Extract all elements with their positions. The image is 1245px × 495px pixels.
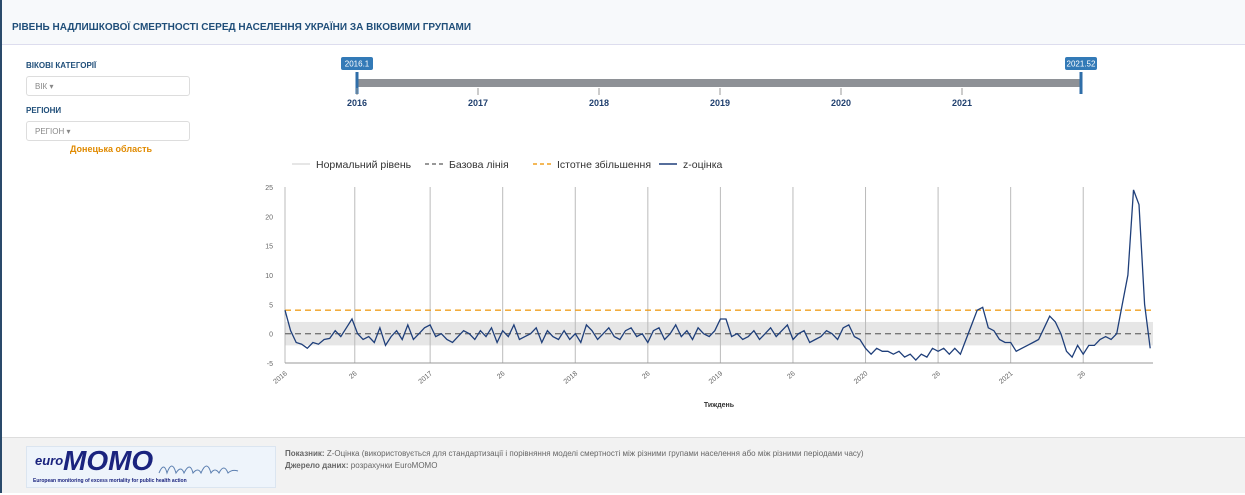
slider-year: 2017 xyxy=(468,98,488,108)
region-selected: Донецька область xyxy=(70,144,153,154)
region-select[interactable]: РЕГІОН ▾ xyxy=(26,121,190,141)
source-label: Джерело даних: xyxy=(285,461,349,470)
source-text: розрахунки EuroMOMO xyxy=(350,461,438,470)
x-tick-label: 2021 xyxy=(998,370,1015,385)
indicator-label: Показник: xyxy=(285,449,325,458)
legend-label: Базова лінія xyxy=(449,159,509,171)
region-label: РЕГІОНИ xyxy=(26,106,62,115)
slider-year: 2020 xyxy=(831,98,851,108)
x-tick-label: 2019 xyxy=(708,370,725,385)
age-select[interactable]: ВІК ▾ xyxy=(26,76,190,96)
logo: euro MOMO European monitoring of excess … xyxy=(26,445,276,488)
x-tick-label: 26 xyxy=(786,370,797,380)
slider-year: 2021 xyxy=(952,98,972,108)
indicator: Показник: Z-Оцінка (використовується для… xyxy=(285,449,864,458)
chart: 2016.1 2021.52 2016 2017 2018 2019 2020 2021 -5 0… xyxy=(265,57,1153,409)
x-tick-label: 2017 xyxy=(418,370,435,385)
z-score-line xyxy=(284,189,1151,362)
x-tick-label: 2016 xyxy=(272,370,289,385)
y-tick-label: 0 xyxy=(269,332,273,339)
x-tick-label: 26 xyxy=(641,370,652,380)
slider-track xyxy=(357,79,1081,87)
slider-year: 2018 xyxy=(589,98,609,108)
x-tick-label: 26 xyxy=(1077,370,1088,380)
y-tick-label: -5 xyxy=(267,361,273,368)
age-label: ВІКОВІ КАТЕГОРІЇ xyxy=(26,61,97,70)
x-tick-label: 2018 xyxy=(563,370,580,385)
slider-year: 2016 xyxy=(347,98,367,108)
y-tick-label: 25 xyxy=(265,185,273,192)
x-tick-label: 26 xyxy=(931,370,942,380)
legend-label: z-оцінка xyxy=(683,159,723,171)
x-tick-label: 26 xyxy=(348,370,359,380)
title-bar xyxy=(2,0,1245,45)
logo-wave xyxy=(158,465,239,475)
footer: euro MOMO European monitoring of excess … xyxy=(2,437,1245,493)
slider-badge xyxy=(1065,57,1097,70)
logo-small: euro xyxy=(35,453,64,468)
y-tick-label: 10 xyxy=(265,273,273,280)
region-select-text: РЕГІОН xyxy=(35,127,65,136)
x-tick-label: 26 xyxy=(496,370,507,380)
y-tick-label: 15 xyxy=(265,244,273,251)
logo-tagline: European monitoring of excess mortality … xyxy=(33,478,187,484)
slider-badge xyxy=(341,57,373,70)
slider-badge-label: 2021.52 xyxy=(1067,60,1096,69)
age-select-text: ВІК xyxy=(35,82,48,91)
y-tick-label: 20 xyxy=(265,214,273,221)
logo-big: MOMO xyxy=(63,445,154,476)
x-axis-label: Тиждень xyxy=(704,402,735,409)
x-tick-label: 2020 xyxy=(853,370,870,385)
y-tick-label: 5 xyxy=(269,302,273,309)
legend-label: Нормальний рівень xyxy=(316,159,412,171)
source: Джерело даних: розрахунки EuroMOMO xyxy=(285,461,437,470)
slider-year: 2019 xyxy=(710,98,730,108)
legend-label: Істотне збільшення xyxy=(557,159,651,171)
page-title: РІВЕНЬ НАДЛИШКОВОЇ СМЕРТНОСТІ СЕРЕД НАСЕ… xyxy=(12,22,472,33)
slider-badge-label: 2016.1 xyxy=(345,60,370,69)
indicator-text: Z-Оцінка (використовується для стандарти… xyxy=(326,449,864,458)
